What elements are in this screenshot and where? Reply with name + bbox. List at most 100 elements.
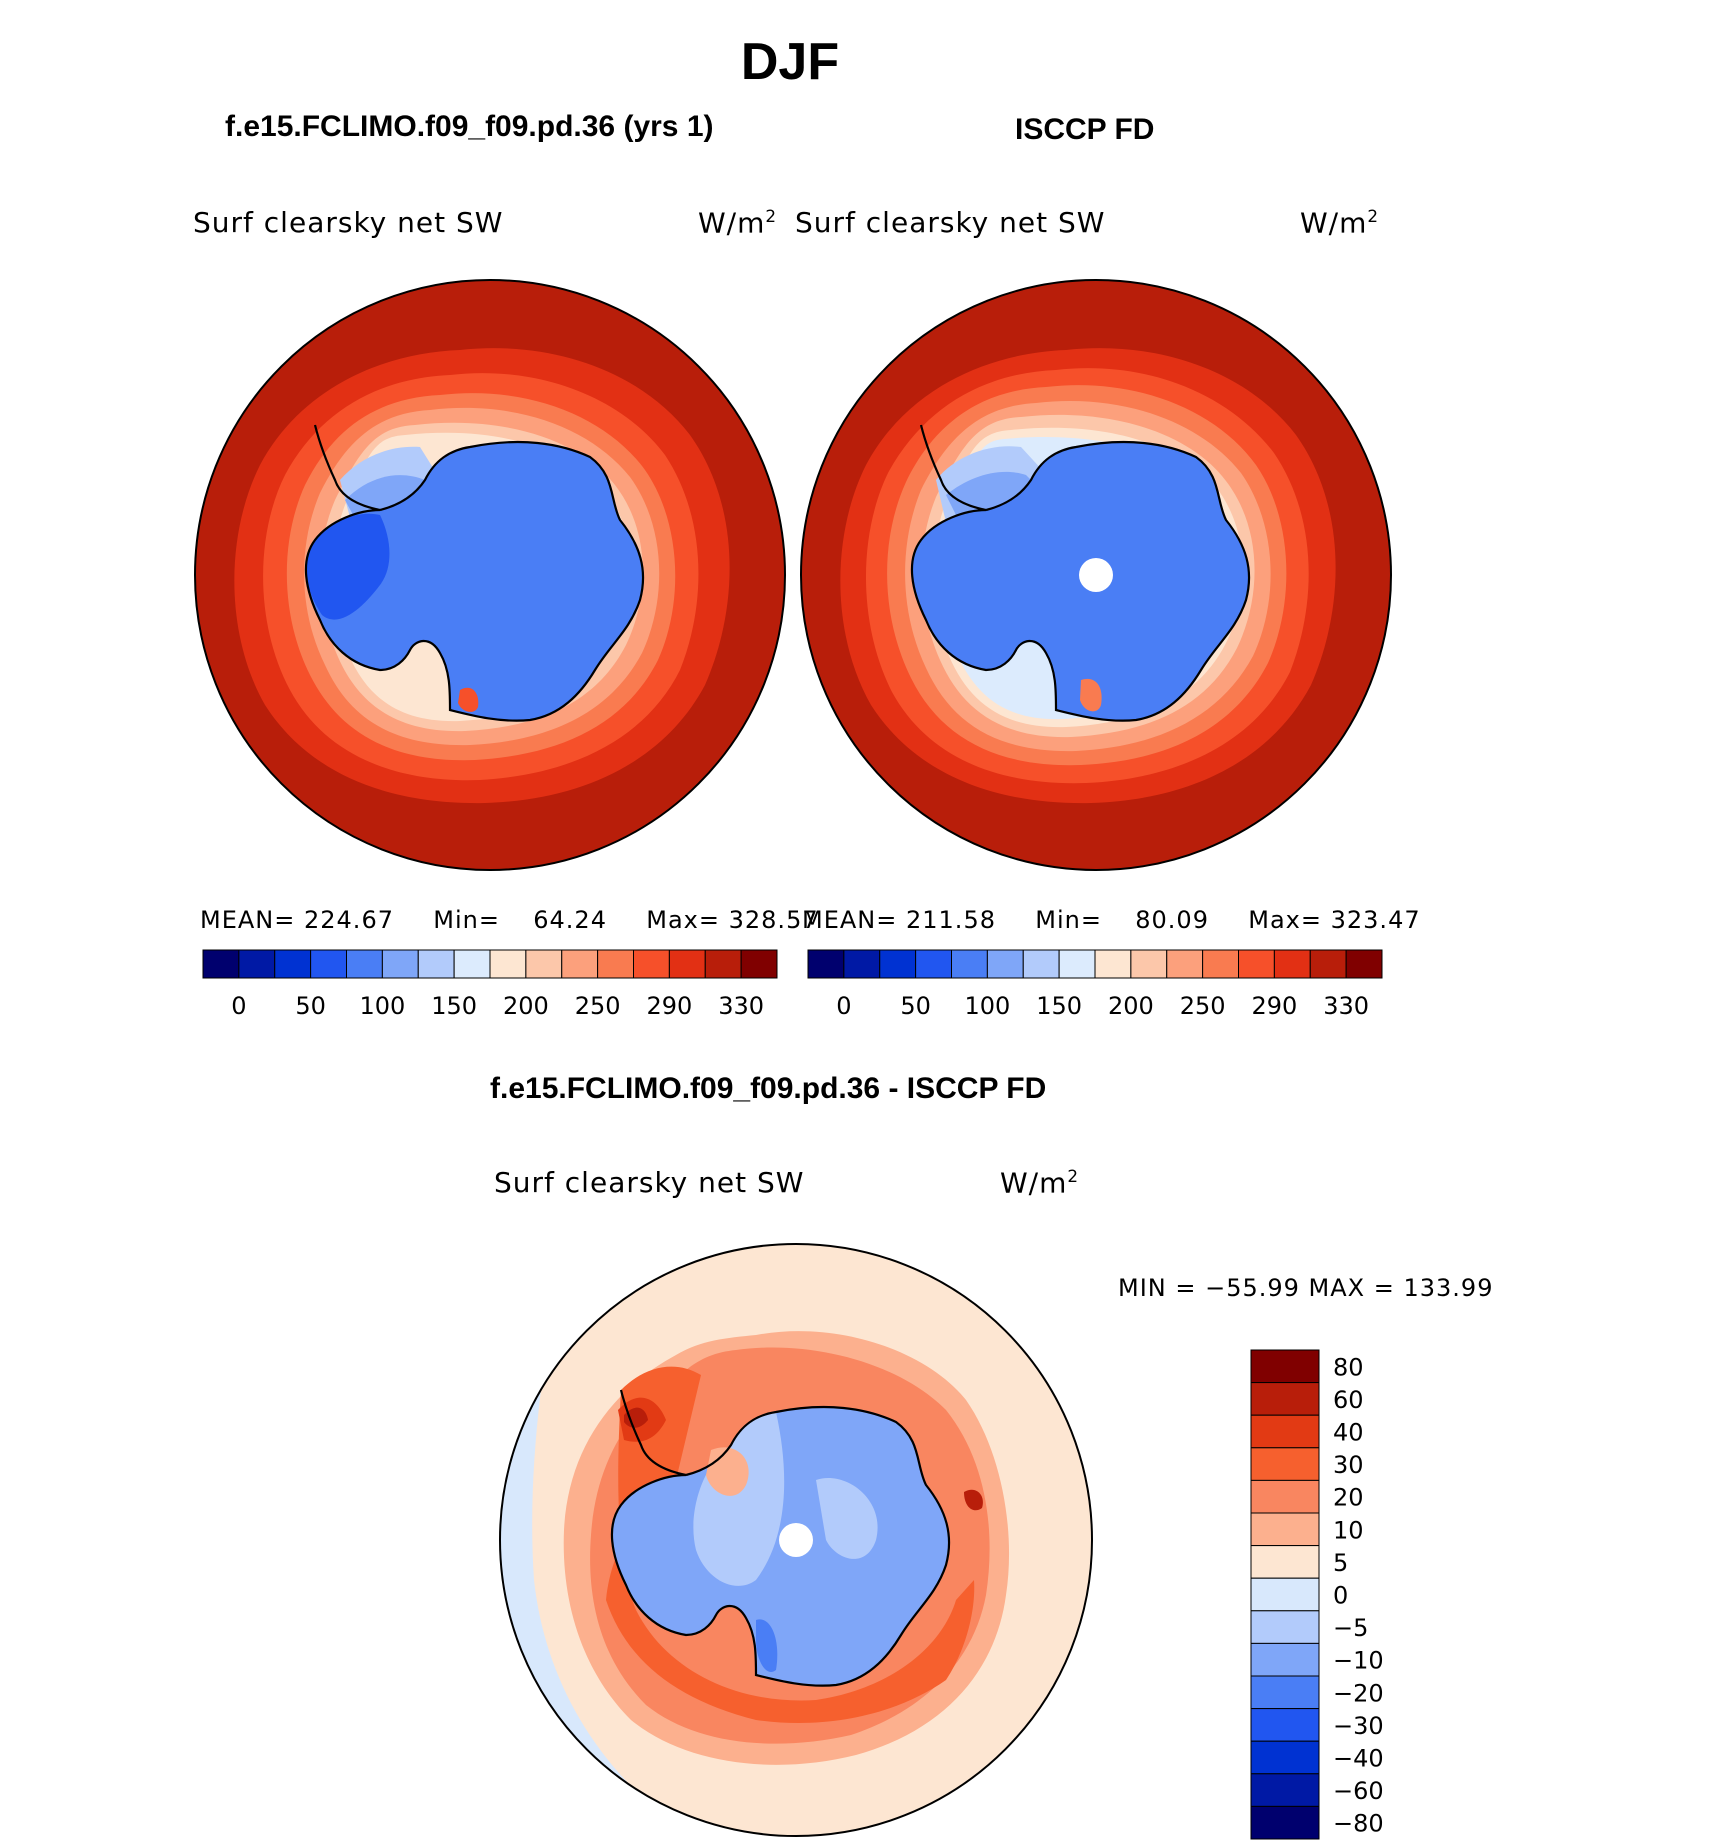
left-variable-label: Surf clearsky net SW [193, 206, 504, 239]
diff-colorbar-swatch [1250, 1577, 1320, 1612]
left-colorbar-tick-label: 290 [646, 992, 692, 1020]
left-colorbar-swatch [310, 949, 347, 979]
right-colorbar-tick-label: 330 [1323, 992, 1369, 1020]
left-map [195, 280, 785, 870]
left-antarctica-fill [305, 442, 644, 721]
diff-colorbar-tick-label: 80 [1333, 1353, 1364, 1381]
left-min-label: Min= [433, 906, 500, 934]
diff-case-title: f.e15.FCLIMO.f09_f09.pd.36 - ISCCP FD [490, 1072, 1047, 1105]
right-units-base: W/m [1300, 206, 1368, 240]
diff-east-dark-patch [964, 1489, 983, 1511]
left-colorbar-swatch [633, 949, 670, 979]
right-colorbar-swatch [807, 949, 845, 979]
right-colorbar-swatch [1022, 949, 1060, 979]
diff-colorbar-tick-label: −80 [1333, 1810, 1384, 1838]
left-units-base: W/m [698, 206, 766, 240]
right-units-label: W/m2 [1300, 206, 1379, 239]
left-map-border [194, 279, 786, 871]
diff-colorbar-swatch [1250, 1708, 1320, 1742]
left-units-exp: 2 [765, 206, 778, 226]
left-colorbar-tick-label: 100 [359, 992, 405, 1020]
diff-colorbar-tick-label: −30 [1333, 1712, 1384, 1740]
left-units-label: W/m2 [698, 206, 777, 239]
left-colorbar-swatch [740, 949, 778, 979]
left-max-label: Max= [646, 906, 720, 934]
diff-colorbar-tick-label: 10 [1333, 1516, 1364, 1544]
right-colorbar-swatch [986, 949, 1024, 979]
diff-colorbar-swatch [1250, 1642, 1320, 1677]
right-colorbar-swatch [1309, 949, 1347, 979]
left-ross-patch [458, 687, 479, 712]
diff-colorbar-swatch [1250, 1773, 1320, 1807]
left-colorbar-tick-label: 200 [503, 992, 549, 1020]
left-colorbar-tick-label: 150 [431, 992, 477, 1020]
right-max-value: 323.47 [1330, 906, 1421, 934]
diff-colorbar-swatch [1250, 1447, 1320, 1481]
right-colorbar-tick-label: 200 [1108, 992, 1154, 1020]
left-dark-patch [306, 513, 390, 620]
right-coastline [910, 424, 1251, 722]
diff-colorbar-swatch [1250, 1610, 1320, 1644]
left-colorbar-swatch [274, 949, 312, 979]
right-map-border [800, 279, 1392, 871]
diff-colorbar: 80 60 40 30 20 10 5 0 −5 −10 −20 −30 −40 −60 −80 [1250, 1349, 1384, 1840]
left-colorbar-swatch [489, 949, 527, 979]
diff-colorbar-tick-label: −10 [1333, 1647, 1384, 1675]
diff-pole-hole [779, 1523, 813, 1557]
left-colorbar-swatch [453, 949, 491, 979]
diff-west-pale-blue [500, 1244, 696, 1836]
left-colorbar: 0 50 100 150 200 250 290 330 [202, 949, 778, 1020]
diff-colorbar-tick-label: 60 [1333, 1386, 1364, 1414]
right-mean-label: MEAN= [802, 906, 898, 934]
left-colorbar-swatch [346, 949, 383, 979]
left-mean-value: 224.67 [304, 906, 394, 934]
diff-units-exp: 2 [1067, 1166, 1080, 1186]
left-colorbar-swatch [238, 949, 276, 979]
right-case-title: ISCCP FD [1015, 113, 1155, 146]
right-colorbar-tick-label: 100 [964, 992, 1010, 1020]
right-colorbar-swatch [1130, 949, 1168, 979]
diff-colorbar-swatch [1250, 1805, 1320, 1840]
diff-colorbar-swatch [1250, 1414, 1320, 1449]
right-colorbar-tick-label: 0 [836, 992, 851, 1020]
right-colorbar: 0 50 100 150 200 250 290 330 [807, 949, 1383, 1020]
right-colorbar-swatch [879, 949, 917, 979]
left-stats: MEAN= 224.67 Min= 64.24 Max= 328.57 [200, 906, 819, 934]
right-colorbar-swatch [1094, 949, 1132, 979]
right-min-label: Min= [1035, 906, 1102, 934]
left-colorbar-tick-label: 50 [295, 992, 326, 1020]
diff-band-60 [624, 1407, 648, 1428]
diff-minmax: MIN = −55.99 MAX = 133.99 [1118, 1274, 1494, 1302]
diff-colorbar-tick-label: −40 [1333, 1745, 1384, 1773]
diff-antarctica-pale-east [816, 1478, 878, 1559]
page-title: DJF [740, 33, 840, 91]
diff-colorbar-swatch [1250, 1349, 1320, 1384]
right-colorbar-swatch [843, 949, 881, 979]
left-min-value: 64.24 [533, 906, 607, 934]
diff-units-label: W/m2 [1000, 1166, 1079, 1199]
left-colorbar-tick-label: 250 [575, 992, 621, 1020]
left-colorbar-swatch [704, 949, 742, 979]
right-colorbar-tick-label: 250 [1180, 992, 1226, 1020]
diff-colorbar-swatch [1250, 1545, 1320, 1579]
diff-colorbar-swatch [1250, 1479, 1320, 1514]
right-variable-label: Surf clearsky net SW [795, 206, 1106, 239]
right-min-value: 80.09 [1135, 906, 1209, 934]
right-colorbar-tick-label: 290 [1251, 992, 1297, 1020]
diff-colorbar-tick-label: 0 [1333, 1582, 1348, 1610]
diff-colorbar-tick-label: −5 [1333, 1614, 1368, 1642]
diff-variable-label: Surf clearsky net SW [494, 1166, 805, 1199]
diff-colorbar-swatch [1250, 1740, 1320, 1775]
diff-ross-blue [756, 1619, 778, 1672]
diff-colorbar-swatch [1250, 1675, 1320, 1710]
left-coastline [304, 424, 645, 722]
left-colorbar-swatch [417, 949, 455, 979]
diff-colorbar-tick-label: −20 [1333, 1679, 1384, 1707]
right-map [801, 280, 1391, 870]
right-mean-value: 211.58 [906, 906, 996, 934]
left-mean-label: MEAN= [200, 906, 296, 934]
left-case-title: f.e15.FCLIMO.f09_f09.pd.36 (yrs 1) [225, 110, 714, 143]
diff-map [500, 1244, 1092, 1836]
left-colorbar-swatch [668, 949, 706, 979]
left-max-value: 328.57 [728, 906, 819, 934]
